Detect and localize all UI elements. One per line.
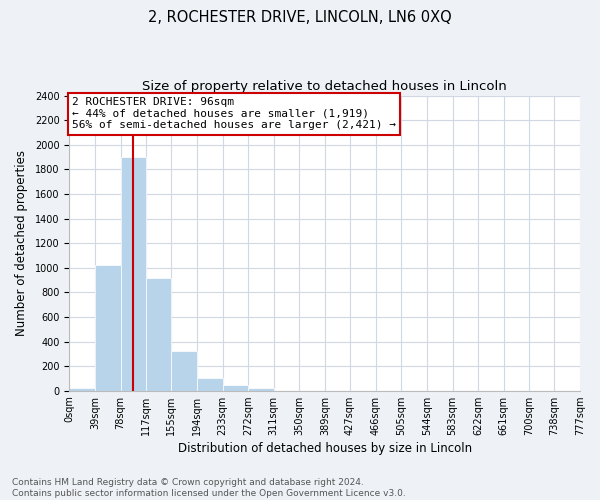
X-axis label: Distribution of detached houses by size in Lincoln: Distribution of detached houses by size …	[178, 442, 472, 455]
Bar	[223, 384, 248, 390]
Y-axis label: Number of detached properties: Number of detached properties	[15, 150, 28, 336]
Bar	[95, 266, 121, 390]
Text: 2 ROCHESTER DRIVE: 96sqm
← 44% of detached houses are smaller (1,919)
56% of sem: 2 ROCHESTER DRIVE: 96sqm ← 44% of detach…	[72, 97, 396, 130]
Bar	[248, 388, 274, 390]
Text: 2, ROCHESTER DRIVE, LINCOLN, LN6 0XQ: 2, ROCHESTER DRIVE, LINCOLN, LN6 0XQ	[148, 10, 452, 25]
Bar	[121, 157, 146, 390]
Title: Size of property relative to detached houses in Lincoln: Size of property relative to detached ho…	[142, 80, 507, 93]
Bar	[171, 352, 197, 391]
Bar	[70, 388, 95, 390]
Bar	[197, 378, 223, 390]
Bar	[146, 278, 171, 390]
Text: Contains HM Land Registry data © Crown copyright and database right 2024.
Contai: Contains HM Land Registry data © Crown c…	[12, 478, 406, 498]
